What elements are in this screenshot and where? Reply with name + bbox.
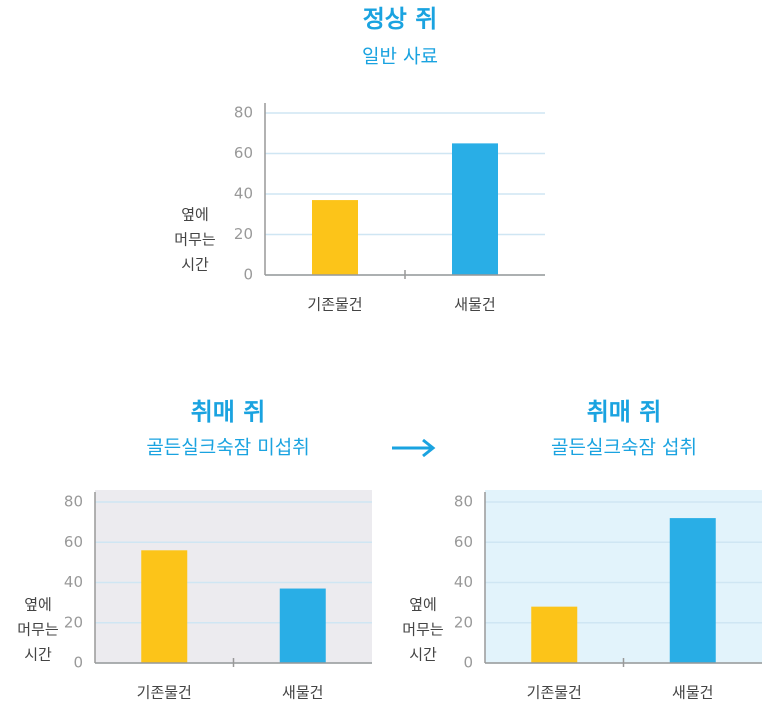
y-tick-label: 40 [64,573,83,591]
bar [669,518,716,663]
y-tick-label: 80 [64,493,83,511]
bar [531,606,578,663]
y-tick-label: 20 [234,225,253,243]
y-tick-label: 80 [234,104,253,122]
bar [279,588,326,663]
x-tick-label: 새물건 [672,684,713,702]
chart-subtitle: 골든실크숙잠 미섭취 [146,437,309,459]
y-tick-label: 80 [454,493,473,511]
plot-background [95,490,372,663]
plot-background [485,490,762,663]
y-tick-label: 40 [454,573,473,591]
plot-background [265,101,545,275]
x-tick-label: 기존물건 [307,296,362,314]
chart-title: 취매 쥐 [587,398,662,426]
y-tick-label: 0 [243,266,253,284]
y-axis-label: 머무는 [402,621,444,639]
y-axis-label: 옆에 [409,596,437,614]
y-tick-label: 20 [64,613,83,631]
bar [452,143,498,275]
bar [312,200,358,275]
y-tick-label: 60 [234,144,253,162]
x-tick-label: 기존물건 [137,684,192,702]
arrow [392,438,436,458]
y-tick-label: 40 [234,185,253,203]
y-tick-label: 0 [73,654,83,672]
y-tick-label: 60 [64,533,83,551]
y-axis-label: 옆에 [181,206,209,224]
y-tick-label: 20 [454,613,473,631]
y-axis-label: 옆에 [24,596,52,614]
y-axis-label: 머무는 [174,231,216,249]
chart-title: 취매 쥐 [191,398,266,426]
y-tick-label: 0 [463,654,473,672]
y-axis-label: 시간 [181,256,209,274]
y-axis-label: 시간 [409,646,437,664]
chart-subtitle: 골든실크숙잠 섭취 [551,437,697,459]
x-tick-label: 새물건 [282,684,323,702]
y-axis-label: 머무는 [17,621,59,639]
x-tick-label: 기존물건 [527,684,582,702]
chart-subtitle: 일반 사료 [362,46,438,68]
chart-title: 정상 쥐 [363,5,438,33]
y-axis-label: 시간 [24,646,52,664]
y-tick-label: 60 [454,533,473,551]
x-tick-label: 새물건 [454,296,495,314]
bar [141,550,188,663]
